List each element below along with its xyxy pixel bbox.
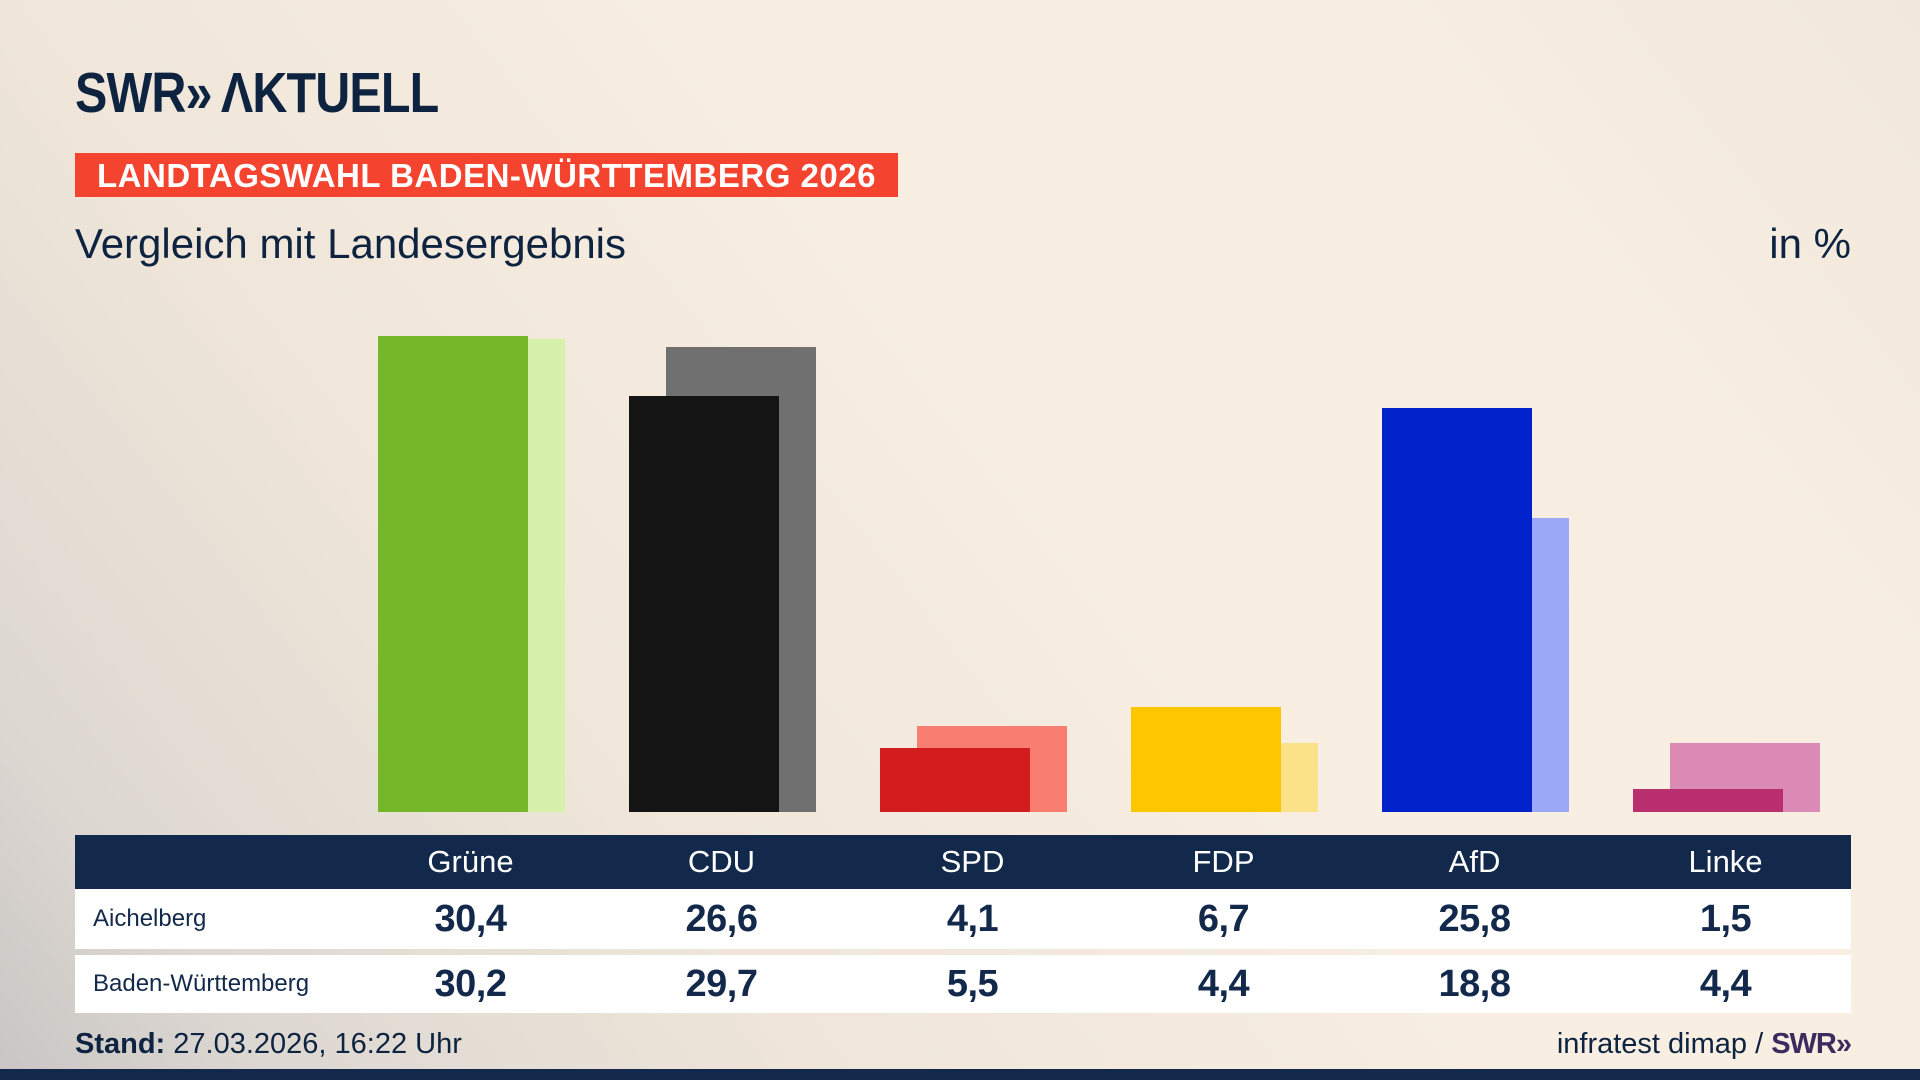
value-cell: 4,4 bbox=[1699, 962, 1752, 1005]
timestamp: Stand: 27.03.2026, 16:22 Uhr bbox=[75, 1028, 462, 1061]
page-title: Vergleich mit Landesergebnis bbox=[75, 220, 627, 267]
column-header-cdu: CDU bbox=[687, 844, 756, 879]
column-header-fdp: FDP bbox=[1192, 844, 1255, 879]
column-header-linke: Linke bbox=[1688, 844, 1763, 879]
bar-spd-aichelberg bbox=[880, 747, 1030, 812]
value-cell: 4,4 bbox=[1197, 962, 1250, 1005]
column-header-afd: AfD bbox=[1448, 844, 1501, 879]
bottom-accent-bar bbox=[0, 1069, 1920, 1080]
column-header-spd: SPD bbox=[940, 844, 1005, 879]
value-cell: 29,7 bbox=[685, 962, 758, 1005]
value-cell: 30,2 bbox=[434, 962, 507, 1005]
value-cell: 26,6 bbox=[685, 897, 758, 940]
table-header-row: Grüne CDU SPD FDP AfD Linke bbox=[75, 835, 1851, 889]
stand-value: 27.03.2026, 16:22 Uhr bbox=[165, 1028, 462, 1060]
bar-linke-aichelberg bbox=[1633, 788, 1783, 812]
value-cell: 5,5 bbox=[946, 962, 999, 1005]
table-row-aichelberg: Aichelberg 30,4 26,6 4,1 6,7 25,8 1,5 bbox=[75, 889, 1851, 949]
swr-source-logo: SWR» bbox=[1771, 1028, 1852, 1060]
bar-cdu-aichelberg bbox=[629, 395, 779, 812]
unit-label: in % bbox=[1769, 220, 1851, 267]
value-cell: 6,7 bbox=[1197, 897, 1250, 940]
stand-label: Stand: bbox=[75, 1028, 166, 1060]
value-cell: 30,4 bbox=[434, 897, 507, 940]
row-label: Aichelberg bbox=[93, 905, 207, 932]
footer: Stand: 27.03.2026, 16:22 Uhr infratest d… bbox=[75, 1028, 1852, 1061]
value-cell: 1,5 bbox=[1699, 897, 1752, 940]
value-cell: 25,8 bbox=[1438, 897, 1511, 940]
column-header-gruene: Grüne bbox=[427, 844, 514, 879]
swr-aktuell-logo: SWR» ΛKTUELL bbox=[75, 60, 439, 126]
bar-grüne-aichelberg bbox=[378, 336, 528, 812]
double-chevron-icon: » bbox=[185, 61, 212, 125]
bar-afd-aichelberg bbox=[1382, 408, 1532, 812]
table-row-baden-wuerttemberg: Baden-Württemberg 30,2 29,7 5,5 4,4 18,8… bbox=[75, 955, 1851, 1013]
aktuell-logo-text: ΛKTUELL bbox=[220, 61, 439, 125]
row-label: Baden-Württemberg bbox=[93, 970, 310, 997]
results-table: Grüne CDU SPD FDP AfD Linke Aichelberg 3… bbox=[75, 835, 1851, 1013]
value-cell: 4,1 bbox=[946, 897, 999, 940]
source-text: infratest dimap / bbox=[1556, 1028, 1772, 1060]
source-credit: infratest dimap / SWR» bbox=[1556, 1028, 1852, 1061]
value-cell: 18,8 bbox=[1438, 962, 1511, 1005]
swr-logo-text: SWR bbox=[75, 61, 186, 125]
election-badge: LANDTAGSWAHL BADEN-WÜRTTEMBERG 2026 bbox=[75, 153, 898, 197]
bar-fdp-aichelberg bbox=[1131, 707, 1281, 812]
